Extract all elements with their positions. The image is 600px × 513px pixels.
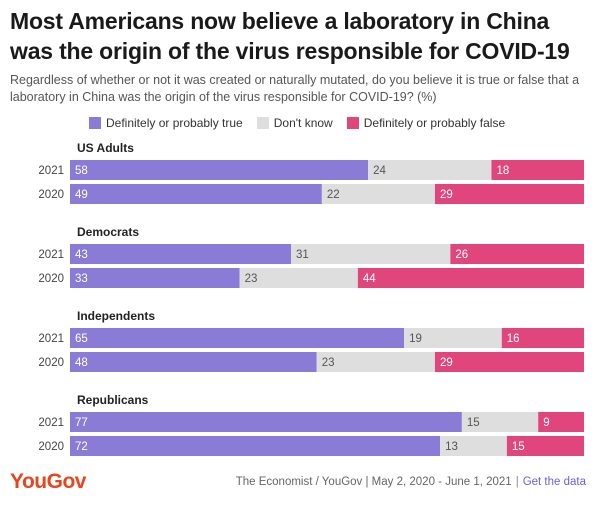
bar-segment-true <box>70 244 292 264</box>
bar-segment-dont-know <box>368 160 492 180</box>
year-label: 2020 <box>38 357 64 369</box>
data-label-true: 58 <box>75 165 88 177</box>
legend-item-true: Definitely or probably true <box>89 116 243 130</box>
data-label-false: 18 <box>496 165 509 177</box>
bar-segment-dont-know <box>440 436 507 456</box>
legend-item-false: Definitely or probably false <box>346 116 506 130</box>
data-label-dont-know: 15 <box>467 417 480 429</box>
year-label: 2020 <box>38 189 64 201</box>
data-label-dont-know: 19 <box>409 333 422 345</box>
data-label-false: 26 <box>455 249 468 261</box>
data-label-dont-know: 23 <box>245 273 258 285</box>
stacked-bar-chart: US Adults 2021 58 24 18 2020 49 22 29 Democrats 20… <box>38 141 584 456</box>
source-text: The Economist / YouGov | May 2, 2020 - J… <box>235 476 512 488</box>
data-label-true: 33 <box>75 273 88 285</box>
bar-segment-false <box>434 184 584 204</box>
bar-segment-true <box>70 436 441 456</box>
data-label-false: 44 <box>363 273 376 285</box>
chart-title: Most Americans now believe a laboratory … <box>10 8 570 64</box>
group-label-independents: Independents <box>77 309 155 323</box>
group-label-us-adults: US Adults <box>77 141 134 155</box>
get-the-data-link[interactable]: Get the data <box>522 476 586 488</box>
year-label: 2020 <box>38 273 64 285</box>
year-label: 2021 <box>38 417 64 429</box>
data-label-true: 77 <box>75 417 88 429</box>
data-label-dont-know: 22 <box>327 189 340 201</box>
data-label-true: 43 <box>75 249 88 261</box>
legend-label-true: Definitely or probably true <box>106 116 243 130</box>
bar-segment-false <box>501 328 584 348</box>
legend: Definitely or probably true Don't know D… <box>89 115 519 131</box>
data-label-dont-know: 31 <box>296 249 309 261</box>
year-label: 2020 <box>38 441 64 453</box>
bar-segment-dont-know <box>239 268 358 288</box>
year-label: 2021 <box>38 333 64 345</box>
bar-segment-dont-know <box>321 184 435 204</box>
bar-segment-false <box>491 160 584 180</box>
bar-segment-dont-know <box>461 412 539 432</box>
data-label-dont-know: 13 <box>445 441 458 453</box>
bar-segment-false <box>450 244 584 264</box>
bar-segment-dont-know <box>316 352 435 372</box>
legend-swatch-true <box>89 117 101 129</box>
legend-label-dont-know: Don't know <box>273 116 333 130</box>
data-label-false: 29 <box>440 357 453 369</box>
bar-segment-dont-know <box>291 244 451 264</box>
legend-swatch-dont-know <box>256 117 269 129</box>
bar-segment-true <box>70 412 462 432</box>
legend-item-dont-know: Don't know <box>256 116 333 130</box>
source-line: The Economist / YouGov | May 2, 2020 - J… <box>236 476 586 488</box>
chart-subtitle: Regardless of whether or not it was crea… <box>10 73 580 104</box>
data-label-dont-know: 23 <box>322 357 335 369</box>
bar-segment-false <box>506 436 584 456</box>
data-label-true: 49 <box>75 189 88 201</box>
legend-label-false: Definitely or probably false <box>363 116 506 130</box>
bar-segment-true <box>70 184 322 204</box>
bar-segment-false <box>357 268 584 288</box>
bar-segment-true <box>70 268 240 288</box>
bar-segment-true <box>70 160 369 180</box>
group-label-republicans: Republicans <box>77 393 149 407</box>
bar-segment-false <box>434 352 584 372</box>
bar-segment-true <box>70 328 405 348</box>
data-label-true: 48 <box>75 357 88 369</box>
data-label-false: 15 <box>512 441 525 453</box>
yougov-logo: YouGov <box>10 470 86 493</box>
bar-segment-true <box>70 352 317 372</box>
data-label-true: 65 <box>75 333 88 345</box>
bar-segment-dont-know <box>404 328 502 348</box>
year-label: 2021 <box>38 165 64 177</box>
legend-swatch-false <box>346 117 359 129</box>
data-label-false: 16 <box>507 333 520 345</box>
group-label-democrats: Democrats <box>77 225 139 239</box>
year-label: 2021 <box>38 249 64 261</box>
bar-segment-false <box>538 412 584 432</box>
data-label-false: 29 <box>440 189 453 201</box>
data-label-false: 9 <box>543 417 549 429</box>
data-label-dont-know: 24 <box>373 165 386 177</box>
source-separator: | <box>515 476 519 488</box>
data-label-true: 72 <box>75 441 88 453</box>
